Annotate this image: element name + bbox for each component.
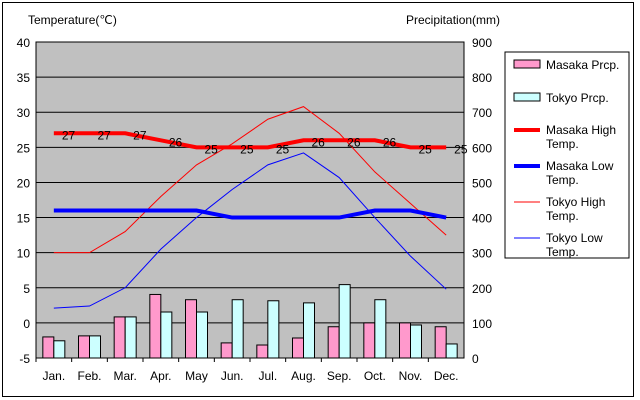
plot-area bbox=[35, 41, 465, 359]
y-tick-left: 0 bbox=[23, 317, 30, 331]
legend-label: Temp. bbox=[546, 245, 579, 259]
legend-label: Tokyo Low bbox=[546, 231, 603, 245]
data-label: 26 bbox=[383, 135, 397, 149]
y-tick-right: 800 bbox=[472, 71, 492, 85]
y-tick-left: 35 bbox=[17, 71, 31, 85]
bar-tokyo-prcp- bbox=[445, 343, 458, 359]
bar-tokyo-prcp- bbox=[89, 335, 101, 359]
y-axis-label-right: Precipitation(mm) bbox=[406, 13, 500, 27]
data-label: 27 bbox=[133, 128, 147, 142]
y-tick-right: 500 bbox=[472, 176, 492, 190]
bar-tokyo-prcp- bbox=[160, 311, 173, 359]
y-tick-right: 700 bbox=[472, 106, 492, 120]
y-tick-right: 900 bbox=[472, 36, 492, 50]
y-tick-right: 200 bbox=[472, 282, 492, 296]
bar-masaka-prcp- bbox=[113, 316, 126, 359]
bar-masaka-prcp- bbox=[363, 322, 376, 359]
line-tokyo-low-temp- bbox=[53, 152, 447, 309]
bar-tokyo-prcp- bbox=[338, 284, 351, 359]
y-tick-right: 600 bbox=[472, 141, 492, 155]
legend-label: Temp. bbox=[546, 209, 579, 223]
bar-masaka-prcp- bbox=[220, 342, 233, 359]
bar-masaka-prcp- bbox=[149, 293, 162, 359]
data-label: 25 bbox=[454, 142, 468, 156]
legend-label: Masaka Prcp. bbox=[546, 58, 619, 72]
legend-label: Tokyo High bbox=[546, 195, 605, 209]
x-tick-label: Aug. bbox=[291, 369, 316, 383]
line-tokyo-high-temp- bbox=[53, 106, 447, 254]
bar-masaka-prcp- bbox=[185, 299, 197, 359]
legend-label: Temp. bbox=[546, 137, 579, 151]
bar-tokyo-prcp- bbox=[303, 302, 315, 359]
x-tick-label: Dec. bbox=[434, 369, 459, 383]
y-tick-right: 0 bbox=[472, 352, 479, 366]
legend-swatch bbox=[513, 92, 541, 102]
bar-masaka-prcp- bbox=[327, 326, 340, 359]
bar-tokyo-prcp- bbox=[374, 299, 387, 359]
data-label: 25 bbox=[419, 142, 433, 156]
y-tick-right: 300 bbox=[472, 247, 492, 261]
y-tick-left: 5 bbox=[23, 282, 30, 296]
bar-tokyo-prcp- bbox=[124, 316, 137, 359]
y-tick-right: 400 bbox=[472, 212, 492, 226]
line-masaka-low-temp- bbox=[53, 208, 447, 220]
data-label: 27 bbox=[62, 128, 76, 142]
x-tick-label: Jul. bbox=[258, 369, 277, 383]
data-label: 26 bbox=[312, 135, 326, 149]
bar-tokyo-prcp- bbox=[267, 300, 280, 359]
data-label: 25 bbox=[240, 142, 254, 156]
y-tick-left: 10 bbox=[17, 247, 31, 261]
y-tick-left: 30 bbox=[17, 106, 31, 120]
bar-tokyo-prcp- bbox=[231, 299, 244, 359]
legend-label: Temp. bbox=[546, 173, 579, 187]
bar-masaka-prcp- bbox=[256, 344, 269, 359]
x-tick-label: Sep. bbox=[327, 369, 352, 383]
y-tick-right: 100 bbox=[472, 317, 492, 331]
chart-frame bbox=[2, 2, 634, 397]
x-tick-label: Oct. bbox=[364, 369, 386, 383]
y-axis-label-left: Temperature(℃) bbox=[28, 13, 117, 27]
data-label: 26 bbox=[169, 135, 183, 149]
bar-masaka-prcp- bbox=[292, 337, 304, 359]
legend-swatch bbox=[513, 59, 541, 69]
data-label: 26 bbox=[347, 135, 361, 149]
bar-tokyo-prcp- bbox=[53, 340, 66, 359]
line-masaka-high-temp- bbox=[53, 131, 447, 150]
bar-masaka-prcp- bbox=[42, 336, 55, 359]
legend-box bbox=[504, 51, 630, 259]
y-tick-left: 25 bbox=[17, 141, 31, 155]
data-label: 27 bbox=[98, 128, 112, 142]
x-tick-label: Jan. bbox=[42, 369, 65, 383]
x-tick-label: Feb. bbox=[77, 369, 101, 383]
y-tick-left: 15 bbox=[17, 212, 31, 226]
bar-masaka-prcp- bbox=[399, 322, 411, 359]
x-tick-label: May bbox=[185, 369, 208, 383]
bar-masaka-prcp- bbox=[78, 335, 90, 359]
legend-label: Masaka High bbox=[546, 123, 616, 137]
bar-masaka-prcp- bbox=[434, 326, 447, 359]
data-label: 25 bbox=[205, 142, 219, 156]
x-tick-label: Jun. bbox=[221, 369, 244, 383]
y-tick-left: -5 bbox=[19, 352, 30, 366]
bar-tokyo-prcp- bbox=[196, 311, 208, 359]
legend-label: Tokyo Prcp. bbox=[546, 91, 609, 105]
x-tick-label: Nov. bbox=[399, 369, 423, 383]
bar-tokyo-prcp- bbox=[410, 324, 422, 359]
y-tick-left: 20 bbox=[17, 176, 31, 190]
x-tick-label: Apr. bbox=[150, 369, 171, 383]
y-tick-left: 40 bbox=[17, 36, 31, 50]
data-label: 25 bbox=[276, 142, 290, 156]
legend-label: Masaka Low bbox=[546, 159, 614, 173]
x-tick-label: Mar. bbox=[113, 369, 136, 383]
